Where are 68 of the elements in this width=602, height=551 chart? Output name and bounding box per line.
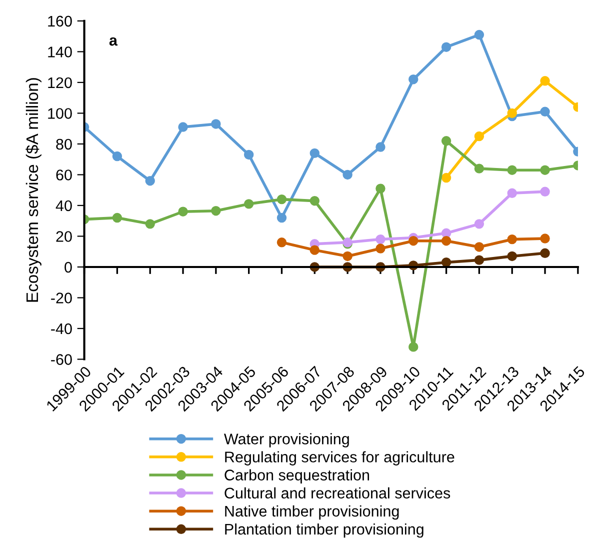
legend-label: Regulating services for agriculture — [225, 451, 454, 466]
point — [376, 234, 386, 244]
point — [441, 258, 452, 268]
point — [540, 186, 550, 196]
y-axis-title: Ecosystem service ($A million) — [26, 78, 42, 302]
y-tick-label: 0 — [64, 262, 72, 273]
point — [474, 219, 484, 229]
legend-label: Water provisioning — [224, 433, 349, 448]
y-tick-label: 60 — [56, 170, 72, 180]
y-tick-label: 100 — [48, 108, 72, 119]
point — [178, 122, 188, 132]
point — [310, 196, 320, 206]
point — [276, 194, 287, 204]
legend-label: Cultural and recreational services — [224, 487, 450, 499]
point — [211, 206, 221, 216]
y-tick-label: -20 — [51, 292, 72, 304]
point — [408, 236, 418, 246]
point — [145, 219, 155, 229]
point — [474, 30, 484, 40]
point — [145, 176, 155, 186]
point — [441, 42, 452, 52]
legend-label: Carbon sequestration — [224, 469, 370, 484]
point — [540, 234, 550, 244]
point — [540, 248, 550, 258]
annotation: a — [109, 37, 118, 46]
point — [441, 236, 452, 246]
point — [441, 228, 452, 238]
point — [540, 165, 550, 175]
point — [507, 234, 517, 244]
y-tick-label: -40 — [51, 323, 72, 334]
point — [244, 150, 254, 160]
point — [441, 172, 452, 183]
point — [507, 108, 517, 118]
point — [474, 164, 484, 174]
point — [310, 245, 320, 255]
point — [540, 106, 550, 117]
point — [276, 238, 287, 248]
point — [408, 74, 418, 84]
point — [540, 76, 550, 86]
point — [376, 244, 386, 254]
point — [376, 184, 386, 194]
y-tick-label: 120 — [48, 77, 72, 88]
point — [112, 151, 122, 162]
point — [376, 142, 386, 152]
point — [276, 212, 287, 223]
y-tick-label: -60 — [51, 354, 72, 365]
point — [342, 170, 352, 180]
y-tick-label: 80 — [56, 138, 72, 150]
point — [342, 251, 352, 262]
point — [408, 342, 418, 352]
point — [310, 148, 320, 158]
point — [211, 119, 221, 129]
point — [474, 131, 484, 142]
point — [474, 255, 484, 265]
y-tick-label: 140 — [48, 46, 72, 58]
point — [441, 136, 452, 146]
point — [507, 165, 517, 175]
point — [178, 206, 188, 216]
y-tick-label: 160 — [48, 16, 72, 27]
point — [507, 188, 517, 198]
legend-label: Native timber provisioning — [225, 505, 399, 520]
point — [244, 199, 254, 209]
point — [112, 212, 122, 223]
point — [507, 251, 517, 262]
y-tick-label: 40 — [56, 200, 72, 212]
y-tick-label: 20 — [56, 231, 72, 242]
point — [474, 242, 484, 252]
legend-label: Plantation timber provisioning — [225, 523, 424, 538]
